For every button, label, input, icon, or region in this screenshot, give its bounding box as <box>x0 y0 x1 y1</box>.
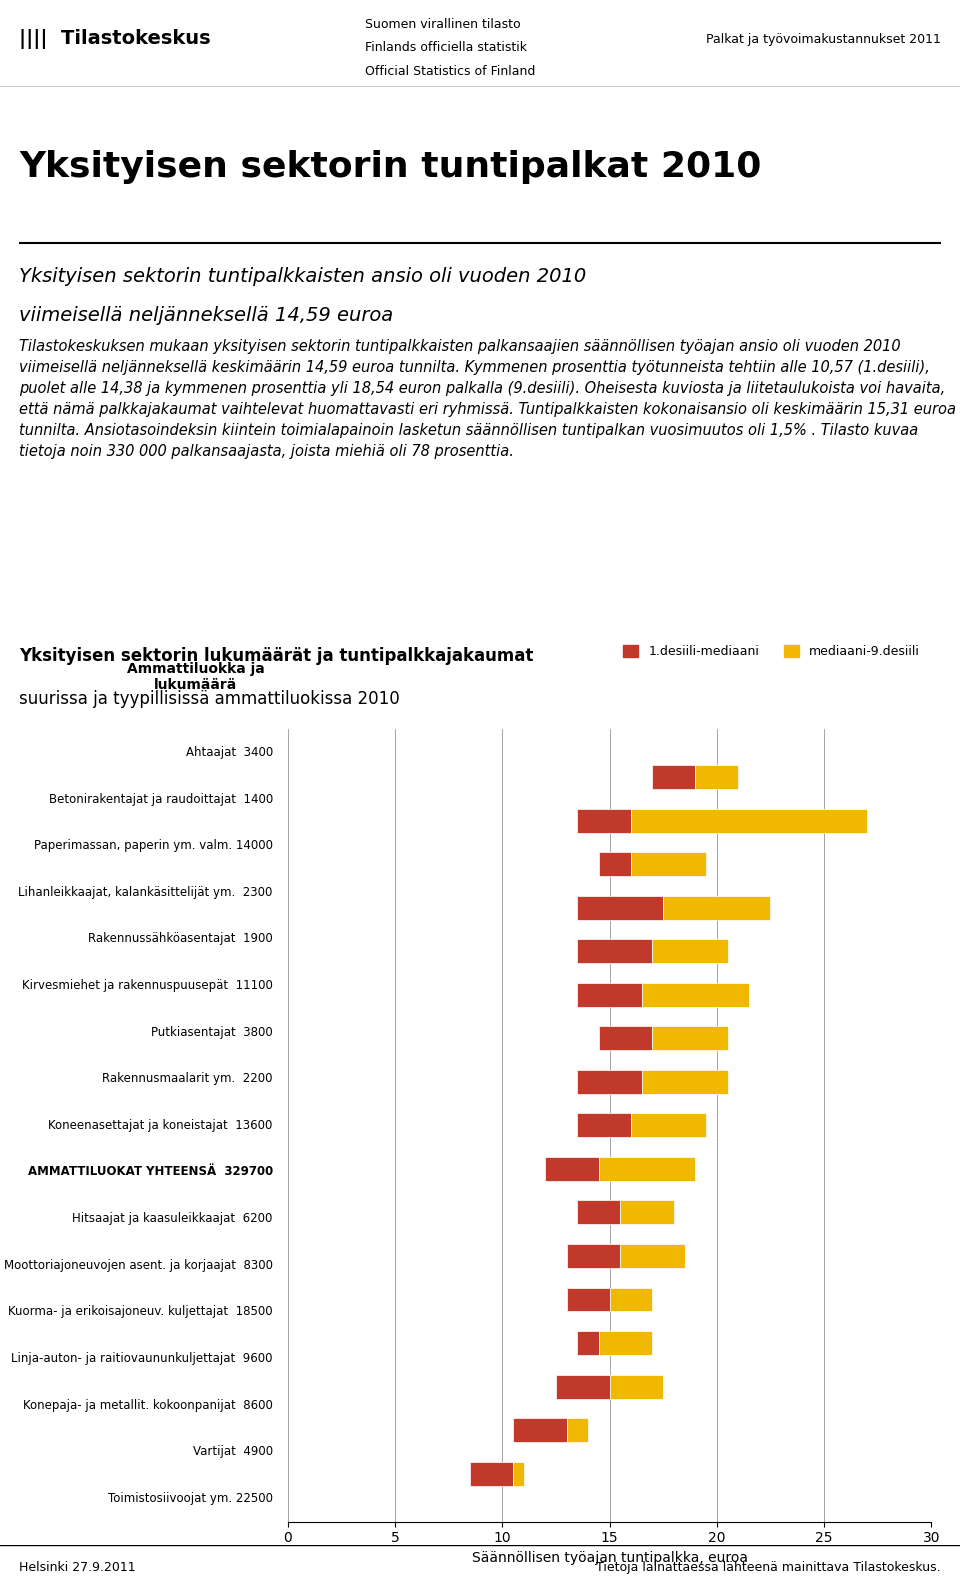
Bar <box>599 1157 695 1181</box>
Bar <box>577 1113 631 1138</box>
Bar <box>556 1374 610 1398</box>
Text: Kuorma- ja erikoisajoneuv. kuljettajat  18500: Kuorma- ja erikoisajoneuv. kuljettajat 1… <box>9 1306 273 1319</box>
Text: Paperimassan, paperin ym. valm. 14000: Paperimassan, paperin ym. valm. 14000 <box>34 838 273 853</box>
Bar <box>610 1287 653 1311</box>
Bar <box>641 983 749 1006</box>
Bar <box>513 1461 524 1485</box>
Text: Yksityisen sektorin tuntipalkat 2010: Yksityisen sektorin tuntipalkat 2010 <box>19 151 761 184</box>
Text: Koneenasettajat ja koneistajat  13600: Koneenasettajat ja koneistajat 13600 <box>48 1119 273 1132</box>
Text: Yksityisen sektorin tuntipalkkaisten ansio oli vuoden 2010: Yksityisen sektorin tuntipalkkaisten ans… <box>19 266 587 285</box>
Text: Lihanleikkaajat, kalankäsittelijät ym.  2300: Lihanleikkaajat, kalankäsittelijät ym. 2… <box>18 886 273 899</box>
Legend: 1.desiili-mediaani, mediaani-9.desiili: 1.desiili-mediaani, mediaani-9.desiili <box>618 640 924 663</box>
Bar <box>545 1157 599 1181</box>
Bar <box>653 940 728 964</box>
Bar <box>599 1027 653 1051</box>
Bar <box>577 808 631 832</box>
Bar <box>566 1419 588 1442</box>
Bar <box>653 1027 728 1051</box>
Bar <box>566 1244 620 1268</box>
Text: Yksityisen sektorin lukumäärät ja tuntipalkkajakaumat: Yksityisen sektorin lukumäärät ja tuntip… <box>19 647 534 664</box>
Bar <box>470 1461 513 1485</box>
Bar <box>653 766 695 789</box>
Bar <box>599 853 631 877</box>
Text: AMMATTILUOKAT YHTEENSÄ  329700: AMMATTILUOKAT YHTEENSÄ 329700 <box>28 1165 273 1179</box>
Text: Official Statistics of Finland: Official Statistics of Finland <box>365 65 535 78</box>
Text: Ammattiluokka ja
lukumäärä: Ammattiluokka ja lukumäärä <box>127 661 264 691</box>
Text: Suomen virallinen tilasto: Suomen virallinen tilasto <box>365 17 520 32</box>
Text: Rakennussähköasentajat  1900: Rakennussähköasentajat 1900 <box>88 932 273 945</box>
Bar <box>610 1374 663 1398</box>
Bar <box>620 1244 684 1268</box>
X-axis label: Säännöllisen työajan tuntipalkka, euroa: Säännöllisen työajan tuntipalkka, euroa <box>471 1550 748 1564</box>
Text: Kirvesmiehet ja rakennuspuusepät  11100: Kirvesmiehet ja rakennuspuusepät 11100 <box>22 980 273 992</box>
Text: Betonirakentajat ja raudoittajat  1400: Betonirakentajat ja raudoittajat 1400 <box>49 792 273 805</box>
Text: Hitsaajat ja kaasuleikkaajat  6200: Hitsaajat ja kaasuleikkaajat 6200 <box>72 1213 273 1225</box>
Bar <box>695 766 738 789</box>
Text: ||||  Tilastokeskus: |||| Tilastokeskus <box>19 29 211 49</box>
Bar <box>663 896 770 919</box>
Bar <box>577 1070 641 1094</box>
Text: Tietoja lainattaessa lähteenä mainittava Tilastokeskus.: Tietoja lainattaessa lähteenä mainittava… <box>596 1561 941 1574</box>
Bar <box>631 853 706 877</box>
Text: Vartijat  4900: Vartijat 4900 <box>193 1446 273 1458</box>
Bar <box>641 1070 728 1094</box>
Text: Moottoriajoneuvojen asent. ja korjaajat  8300: Moottoriajoneuvojen asent. ja korjaajat … <box>4 1258 273 1271</box>
Text: Palkat ja työvoimakustannukset 2011: Palkat ja työvoimakustannukset 2011 <box>706 33 941 46</box>
Bar <box>631 1113 706 1138</box>
Text: Linja-auton- ja raitiovaununkuljettajat  9600: Linja-auton- ja raitiovaununkuljettajat … <box>12 1352 273 1365</box>
Text: Rakennusmaalarit ym.  2200: Rakennusmaalarit ym. 2200 <box>103 1071 273 1086</box>
Bar <box>599 1331 653 1355</box>
Text: suurissa ja tyypillisissä ammattiluokissa 2010: suurissa ja tyypillisissä ammattiluokiss… <box>19 691 400 708</box>
Bar <box>577 896 663 919</box>
Text: Toimistosiivoojat ym. 22500: Toimistosiivoojat ym. 22500 <box>108 1491 273 1504</box>
Bar <box>577 940 653 964</box>
Text: Ahtaajat  3400: Ahtaajat 3400 <box>185 747 273 759</box>
Bar <box>631 808 867 832</box>
Bar <box>513 1419 566 1442</box>
Bar <box>620 1200 674 1224</box>
Text: viimeisellä neljänneksellä 14,59 euroa: viimeisellä neljänneksellä 14,59 euroa <box>19 306 394 325</box>
Bar <box>577 1331 599 1355</box>
Bar <box>566 1287 610 1311</box>
Text: Finlands officiella statistik: Finlands officiella statistik <box>365 41 527 54</box>
Bar <box>577 983 641 1006</box>
Text: Konepaja- ja metallit. kokoonpanijat  8600: Konepaja- ja metallit. kokoonpanijat 860… <box>23 1398 273 1412</box>
Bar <box>577 1200 620 1224</box>
Text: Helsinki 27.9.2011: Helsinki 27.9.2011 <box>19 1561 135 1574</box>
Text: Tilastokeskuksen mukaan yksityisen sektorin tuntipalkkaisten palkansaajien säänn: Tilastokeskuksen mukaan yksityisen sekto… <box>19 339 956 460</box>
Text: Putkiasentajat  3800: Putkiasentajat 3800 <box>151 1025 273 1038</box>
